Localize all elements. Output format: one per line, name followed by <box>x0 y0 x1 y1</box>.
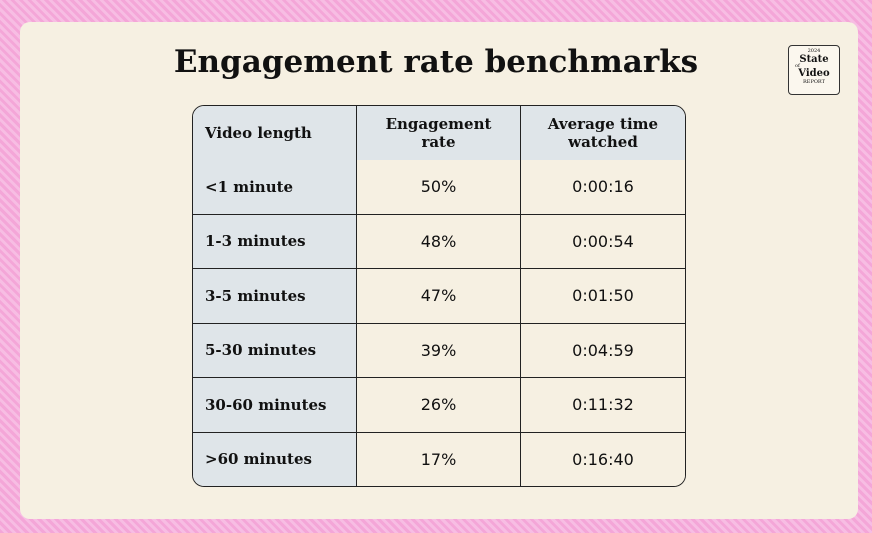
table-row: 3-5 minutes 47% 0:01:50 <box>193 269 685 324</box>
table-cell: 0:01:50 <box>521 269 685 324</box>
logo-text: State <box>799 54 829 65</box>
table-cell: 0:00:16 <box>521 160 685 215</box>
logo-text: of <box>795 63 800 69</box>
row-label: 5-30 minutes <box>193 323 357 378</box>
row-label: 1-3 minutes <box>193 214 357 269</box>
table-cell: 0:00:54 <box>521 214 685 269</box>
row-label: <1 minute <box>193 160 357 215</box>
logo-footer: REPORT <box>803 79 825 85</box>
table-body: <1 minute 50% 0:00:16 1-3 minutes 48% 0:00:54… <box>193 160 685 486</box>
table-cell: 0:04:59 <box>521 323 685 378</box>
header-row: Video length Engagement rate Average time … <box>193 106 685 160</box>
table-row: 30-60 minutes 26% 0:11:32 <box>193 378 685 433</box>
column-header: Average time watched <box>521 106 685 160</box>
row-label: 30-60 minutes <box>193 378 357 433</box>
column-header: Engagement rate <box>357 106 521 160</box>
column-header: Video length <box>193 106 357 160</box>
title: Engagement rate benchmarks <box>173 44 699 80</box>
table-cell: 26% <box>357 378 521 433</box>
table-row: >60 minutes 17% 0:16:40 <box>193 432 685 486</box>
row-label: 3-5 minutes <box>193 269 357 324</box>
table-header: Video length Engagement rate Average time … <box>193 106 685 160</box>
table-cell: 0:16:40 <box>521 432 685 486</box>
benchmark-table: Video length Engagement rate Average time … <box>192 105 686 487</box>
logo-text: Video <box>798 68 830 79</box>
table-cell: 47% <box>357 269 521 324</box>
table-cell: 50% <box>357 160 521 215</box>
table-cell: 0:11:32 <box>521 378 685 433</box>
table-row: <1 minute 50% 0:00:16 <box>193 160 685 215</box>
table-cell: 48% <box>357 214 521 269</box>
logo-year: 2024 <box>807 48 821 54</box>
row-label: >60 minutes <box>193 432 357 486</box>
table-cell: 39% <box>357 323 521 378</box>
table-cell: 17% <box>357 432 521 486</box>
logo: 2024 State of Video REPORT <box>788 45 840 95</box>
table-row: 1-3 minutes 48% 0:00:54 <box>193 214 685 269</box>
table-row: 5-30 minutes 39% 0:04:59 <box>193 323 685 378</box>
